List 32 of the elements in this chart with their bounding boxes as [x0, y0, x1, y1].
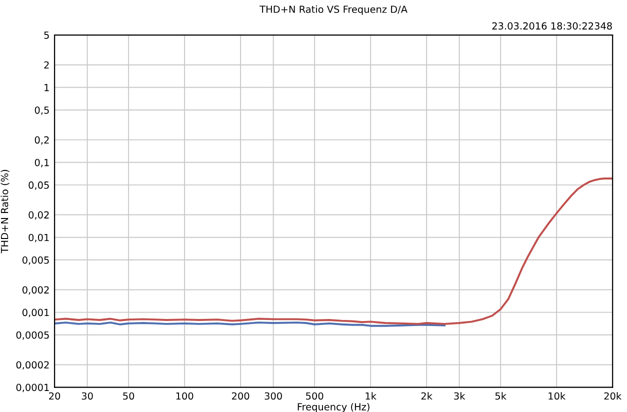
- y-tick-label: 1: [44, 84, 49, 92]
- chart-title: THD+N Ratio VS Frequenz D/A: [260, 5, 408, 15]
- x-tick-label: 20k: [604, 392, 622, 400]
- x-tick-label: 500: [306, 392, 324, 400]
- x-tick-label: 100: [176, 392, 194, 400]
- y-tick-label: 0,01: [28, 234, 49, 242]
- x-tick-label: 3k: [454, 392, 466, 400]
- y-tick-label: 0,2: [34, 136, 49, 145]
- y-tick-label: 0,0001: [16, 384, 49, 392]
- x-tick-label: 30: [82, 392, 93, 400]
- y-axis-title: THD+N Ratio (%): [0, 170, 10, 254]
- x-tick-label: 300: [264, 392, 282, 400]
- x-tick-label: 20: [49, 392, 60, 400]
- y-tick-label: 0,05: [28, 181, 49, 190]
- text: 23.03.2016 18:30:22348: [492, 22, 612, 30]
- x-tick-label: 1k: [366, 392, 376, 400]
- y-tick-label: 0,5: [34, 106, 49, 115]
- y-tick-label: 2: [44, 61, 49, 69]
- y-tick-label: 0,005: [22, 256, 49, 265]
- y-tick-label: 0,1: [34, 158, 49, 168]
- x-tick-label: 2k: [421, 392, 432, 400]
- y-tick-label: 0,0005: [16, 331, 49, 340]
- y-tick-label: 0,002: [22, 286, 49, 295]
- y-tick-label: 0,0002: [16, 361, 49, 370]
- x-tick-label: 5k: [495, 392, 506, 400]
- y-tick-label: 0,02: [28, 211, 49, 220]
- x-tick-label: 50: [123, 392, 134, 400]
- x-tick-label: 10k: [548, 392, 566, 400]
- x-tick-label: 200: [232, 392, 250, 400]
- y-tick-label: 5: [44, 32, 49, 39]
- x-axis-title: Frequency (Hz): [298, 402, 370, 412]
- y-tick-label: 0,001: [22, 308, 49, 318]
